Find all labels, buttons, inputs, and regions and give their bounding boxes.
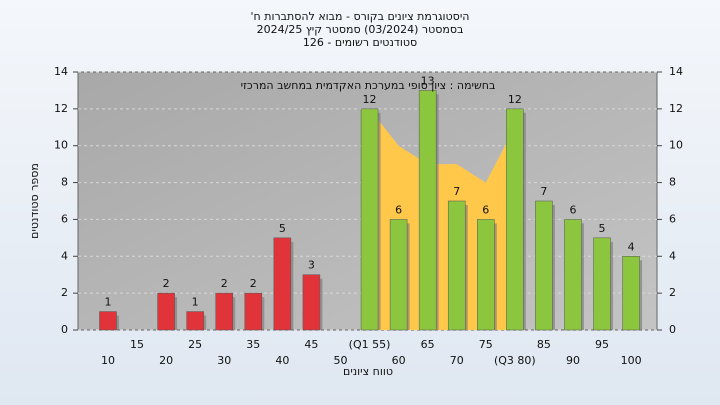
value-label: 2 <box>250 277 257 290</box>
value-label: 3 <box>308 259 315 272</box>
x-tick-label: 95 <box>595 338 609 351</box>
x-tick-label: 20 <box>159 354 173 367</box>
bar <box>389 219 408 331</box>
value-label: 6 <box>569 203 576 216</box>
value-label: 7 <box>453 185 460 198</box>
value-label: 5 <box>279 222 286 235</box>
value-label: 7 <box>540 185 547 198</box>
bar <box>447 200 466 331</box>
x-tick-label: 15 <box>130 338 144 351</box>
y2-tick-label: 4 <box>669 249 676 262</box>
y2-tick-label: 6 <box>669 212 676 225</box>
bar <box>622 256 640 331</box>
bar <box>564 219 582 331</box>
value-label: 2 <box>221 277 228 290</box>
bar <box>302 274 321 331</box>
bar <box>535 200 553 331</box>
y2-tick-label: 12 <box>669 102 683 115</box>
x-tick-label: 75 <box>479 338 493 351</box>
y-tick-label: 4 <box>61 249 68 262</box>
y-tick-label: 2 <box>61 286 68 299</box>
value-label: 13 <box>421 74 435 87</box>
value-label: 1 <box>192 296 199 309</box>
bar <box>593 237 611 331</box>
bar <box>506 108 524 331</box>
x-tick-label: 60 <box>392 354 406 367</box>
value-label: 12 <box>363 93 377 106</box>
value-label: 4 <box>628 240 635 253</box>
y2-tick-label: 10 <box>669 139 683 152</box>
x-tick-label: 25 <box>188 338 202 351</box>
x-tick-label: 40 <box>275 354 289 367</box>
bar <box>157 292 175 331</box>
x-tick-label: 30 <box>217 354 231 367</box>
bar <box>273 237 292 331</box>
y-tick-label: 8 <box>61 176 68 189</box>
bar <box>244 292 263 331</box>
x-tick-label: (Q3 80) <box>494 354 536 367</box>
value-label: 2 <box>163 277 170 290</box>
x-tick-label: 85 <box>537 338 551 351</box>
y2-tick-label: 8 <box>669 176 676 189</box>
x-axis-label: טווח ציונים <box>343 365 393 378</box>
bar <box>186 311 204 331</box>
y2-tick-label: 14 <box>669 65 683 78</box>
x-tick-label: 65 <box>421 338 435 351</box>
value-label: 12 <box>508 93 522 106</box>
value-label: 5 <box>599 222 606 235</box>
bar <box>418 90 437 331</box>
y-tick-label: 6 <box>61 212 68 225</box>
x-tick-label: (Q1 55) <box>349 338 391 351</box>
chart-title: היסטוגרמת ציונים בקורס - מבוא להסתברות ח… <box>251 10 470 23</box>
subtitle: בסמסטר (03/2024) סמסטר קיץ 2024/25 <box>257 23 464 36</box>
x-tick-label: 70 <box>450 354 464 367</box>
y2-tick-label: 0 <box>669 323 676 336</box>
bar <box>99 311 117 331</box>
x-tick-label: 10 <box>101 354 115 367</box>
x-tick-label: 45 <box>304 338 318 351</box>
x-tick-label: 50 <box>333 354 347 367</box>
x-tick-label: 90 <box>566 354 580 367</box>
bar <box>477 219 495 331</box>
x-tick-label: 35 <box>246 338 260 351</box>
subtitle: סטודנטים רשומים - 126 <box>303 36 417 49</box>
y-axis-label: מספר סטודנטים <box>28 163 41 239</box>
value-label: 1 <box>105 296 112 309</box>
bar <box>360 108 379 331</box>
bar <box>215 292 233 331</box>
y-tick-label: 10 <box>54 139 68 152</box>
y2-tick-label: 2 <box>669 286 676 299</box>
value-label: 6 <box>395 203 402 216</box>
y-tick-label: 12 <box>54 102 68 115</box>
y-tick-label: 14 <box>54 65 68 78</box>
value-label: 6 <box>482 203 489 216</box>
x-tick-label: 100 <box>621 354 642 367</box>
annotation: בחשימה : ציון סופי במערכת האקדמית במחשב … <box>241 79 496 92</box>
y-tick-label: 0 <box>61 323 68 336</box>
